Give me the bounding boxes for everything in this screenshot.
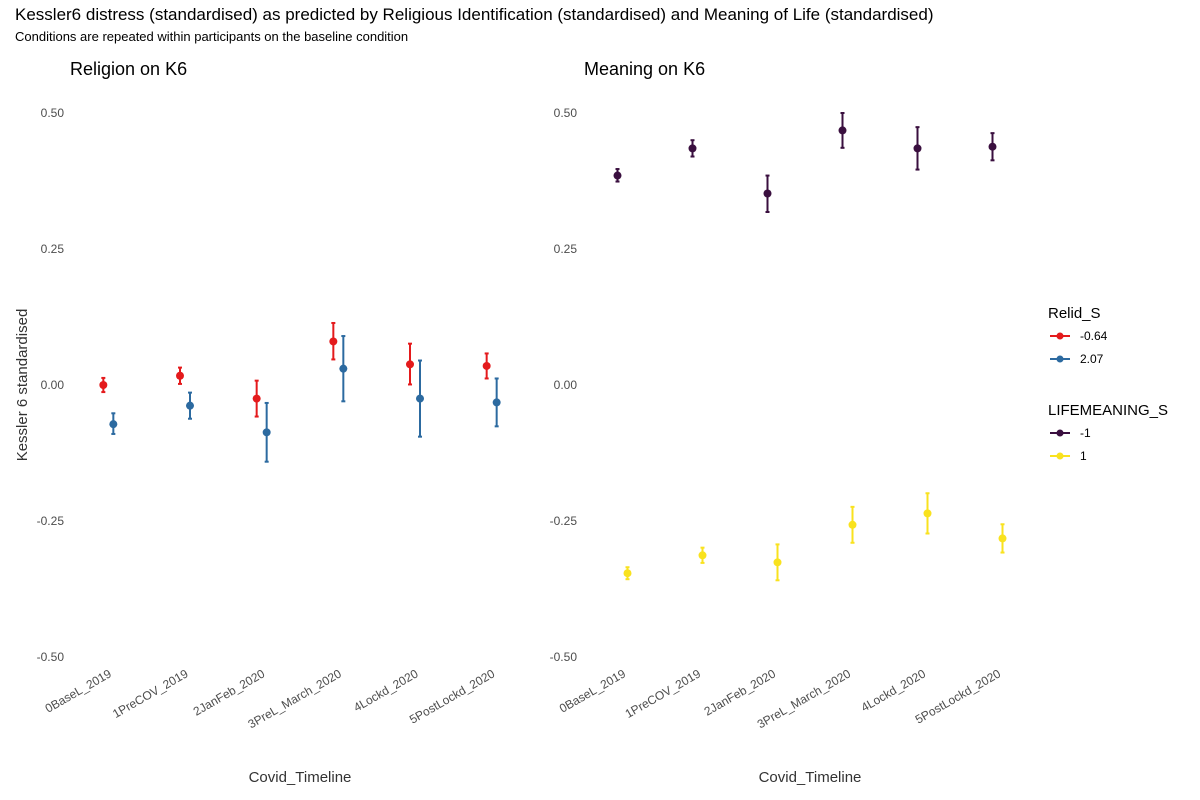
data-point [99,381,108,389]
legend-label: 1 [1080,449,1087,463]
data-point [416,394,424,403]
x-tick-label: 4Lockd_2020 [859,666,929,714]
x-tick-label: 0BaseL_2019 [557,666,628,715]
x-tick-label: 2JanFeb_2020 [702,666,779,718]
y-tick-label: 0.00 [554,378,578,392]
chart-title: Kessler6 distress (standardised) as pred… [15,5,934,24]
data-point [482,361,491,370]
panel-title: Meaning on K6 [584,59,705,79]
legend-key-point [1056,452,1064,460]
data-point [998,534,1007,543]
y-tick-label: 0.00 [41,378,65,392]
data-point [623,569,632,578]
y-tick-label: 0.25 [41,242,65,256]
data-point [763,189,772,198]
y-tick-label: -0.25 [550,514,578,528]
y-tick-label: -0.25 [37,514,65,528]
x-axis-title: Covid_Timeline [759,769,862,786]
x-tick-label: 4Lockd_2020 [351,666,421,714]
x-tick-label: 1PreCOV_2019 [110,666,191,721]
data-point [923,509,932,518]
x-tick-label: 0BaseL_2019 [43,666,114,715]
data-point [773,558,782,567]
data-point [339,364,348,373]
y-tick-label: -0.50 [550,650,578,664]
data-point [262,428,271,437]
data-point [329,337,338,346]
legend-label: -1 [1080,426,1091,440]
y-tick-label: 0.50 [41,106,65,120]
legend-key-point [1056,355,1064,363]
chart-subtitle: Conditions are repeated within participa… [15,29,409,44]
data-point [848,520,857,529]
x-tick-label: 5PostLockd_2020 [913,666,1003,726]
legend-title: LIFEMEANING_S [1048,402,1168,419]
y-tick-label: -0.50 [37,650,65,664]
y-tick-label: 0.25 [554,242,578,256]
y-axis-title: Kessler 6 standardised [14,309,31,462]
legend-key-point [1056,332,1064,340]
legend-label: 2.07 [1080,352,1104,366]
data-point [492,398,501,407]
legend-title: Relid_S [1048,305,1101,322]
data-point [688,144,697,153]
data-point [838,126,847,135]
data-point [109,420,118,429]
data-point [186,401,194,410]
data-point [988,142,997,151]
panel-title: Religion on K6 [70,59,187,79]
data-point [613,171,622,180]
x-tick-label: 5PostLockd_2020 [407,666,497,726]
data-point [252,394,261,403]
data-point [176,371,184,380]
y-tick-label: 0.50 [554,106,578,120]
x-axis-title: Covid_Timeline [249,769,352,786]
x-tick-label: 1PreCOV_2019 [623,666,704,721]
legend-label: -0.64 [1080,329,1108,343]
data-point [698,551,707,560]
data-point [913,144,922,153]
legend-key-point [1056,429,1064,437]
x-tick-label: 2JanFeb_2020 [191,666,268,718]
data-point [406,360,414,369]
